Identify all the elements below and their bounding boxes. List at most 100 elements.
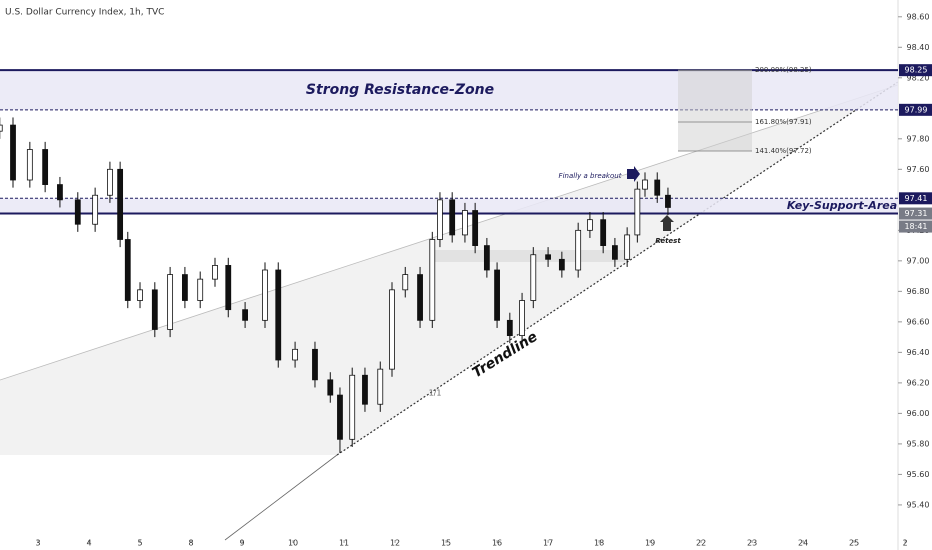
x-tick-label: 16: [492, 539, 502, 548]
candle-body: [262, 269, 268, 321]
x-tick-label: 5: [137, 539, 142, 548]
candle-body: [74, 199, 81, 225]
candle-body: [634, 188, 641, 236]
fib-label: 161.80%(97.91): [755, 118, 812, 126]
candle-body: [506, 319, 513, 336]
candle-body: [389, 289, 395, 370]
x-tick-label: 15: [441, 539, 451, 548]
candle-body: [665, 194, 671, 208]
x-tick-label: 18: [594, 539, 604, 548]
x-tick-label: 25: [849, 539, 859, 548]
price-tag-label: 97.41: [905, 194, 928, 203]
candle-body: [117, 168, 124, 240]
candle-body: [377, 368, 384, 405]
x-tick-label: 22: [696, 539, 706, 548]
y-tick-label: 96.20: [907, 378, 930, 387]
x-tick-label: 12: [390, 539, 400, 548]
candle-body: [624, 234, 631, 260]
candle-body: [212, 265, 218, 280]
candle-body: [10, 124, 16, 181]
candle-body: [449, 199, 456, 236]
candle-body: [42, 149, 49, 185]
candle-body: [494, 269, 500, 321]
price-tag-label: 98.25: [905, 66, 928, 75]
wedge-area: [0, 82, 898, 455]
candle-body: [349, 374, 356, 440]
candle-body: [197, 278, 204, 301]
breakout-note: Finally a breakout: [559, 172, 622, 180]
candle-body: [92, 194, 99, 225]
candle-body: [462, 210, 468, 236]
retest-note: Retest: [655, 237, 681, 245]
candle-body: [167, 274, 174, 330]
x-tick-label: 19: [645, 539, 655, 548]
candle-body: [362, 374, 368, 405]
y-tick-label: 97.80: [907, 134, 930, 143]
price-tag-label: 97.99: [905, 105, 928, 114]
candle-body: [242, 309, 248, 321]
y-tick-label: 97.60: [907, 165, 930, 174]
y-tick-label: 98.20: [907, 73, 930, 82]
x-tick-label: 2: [903, 539, 908, 548]
y-tick-label: 96.40: [907, 348, 930, 357]
y-tick-label: 98.40: [907, 43, 930, 52]
fib-label: 200.00%(98.25): [755, 66, 812, 74]
trendline: [336, 81, 899, 456]
y-tick-label: 96.00: [907, 409, 930, 418]
x-tick-label: 8: [188, 539, 193, 548]
x-tick-label: 3: [35, 539, 40, 548]
candle-body: [312, 348, 318, 381]
y-tick-label: 98.60: [907, 12, 930, 21]
candle-body: [429, 239, 436, 321]
x-tick-label: 10: [288, 539, 298, 548]
candle-body: [642, 179, 648, 190]
candle-body: [417, 274, 423, 321]
zone-label: Key-Support-Area: [787, 199, 897, 212]
candle-body: [575, 229, 582, 271]
candle-body: [402, 274, 409, 291]
candle-body: [151, 289, 158, 330]
x-tick-label: 4: [86, 539, 91, 548]
candle-body: [0, 124, 3, 132]
price-tag: [899, 103, 932, 116]
candle-body: [137, 289, 143, 301]
candle-body: [437, 199, 443, 240]
candle-body: [472, 210, 479, 246]
candle-body: [337, 394, 343, 440]
candle-body: [545, 254, 551, 260]
countdown-label: 18:41: [904, 222, 927, 231]
ratio-label: 1/1: [429, 389, 442, 398]
y-tick-label: 96.60: [907, 317, 930, 326]
x-tick-label: 24: [798, 539, 808, 548]
price-tag: [899, 207, 932, 220]
candle-body: [327, 379, 334, 396]
candle-body: [587, 219, 593, 231]
x-tick-label: 11: [339, 539, 349, 548]
zone: [0, 198, 898, 214]
price-tag: [899, 64, 932, 77]
x-tick-label: 23: [747, 539, 757, 548]
candle-body: [292, 348, 298, 361]
candle-body: [57, 184, 63, 201]
range-box: [430, 250, 625, 262]
candle-body: [275, 269, 282, 361]
candle-body: [530, 254, 537, 301]
retest-arrow: [660, 215, 674, 231]
price-tag: [899, 192, 932, 205]
x-tick-label: 9: [239, 539, 244, 548]
candle-body: [225, 265, 232, 311]
candle-body: [612, 245, 618, 260]
countdown-tag: [899, 220, 932, 233]
candle-body: [26, 149, 33, 181]
candle-body: [558, 258, 565, 271]
zone-label: Strong Resistance-Zone: [306, 82, 494, 98]
chart-title: U.S. Dollar Currency Index, 1h, TVC: [5, 8, 164, 18]
candle-body: [600, 219, 607, 246]
candle-body: [519, 300, 525, 336]
y-tick-label: 95.40: [907, 500, 930, 509]
y-tick-label: 95.60: [907, 470, 930, 479]
candle-body: [182, 274, 188, 301]
fib-box: [678, 70, 752, 152]
candle-body: [654, 179, 661, 196]
